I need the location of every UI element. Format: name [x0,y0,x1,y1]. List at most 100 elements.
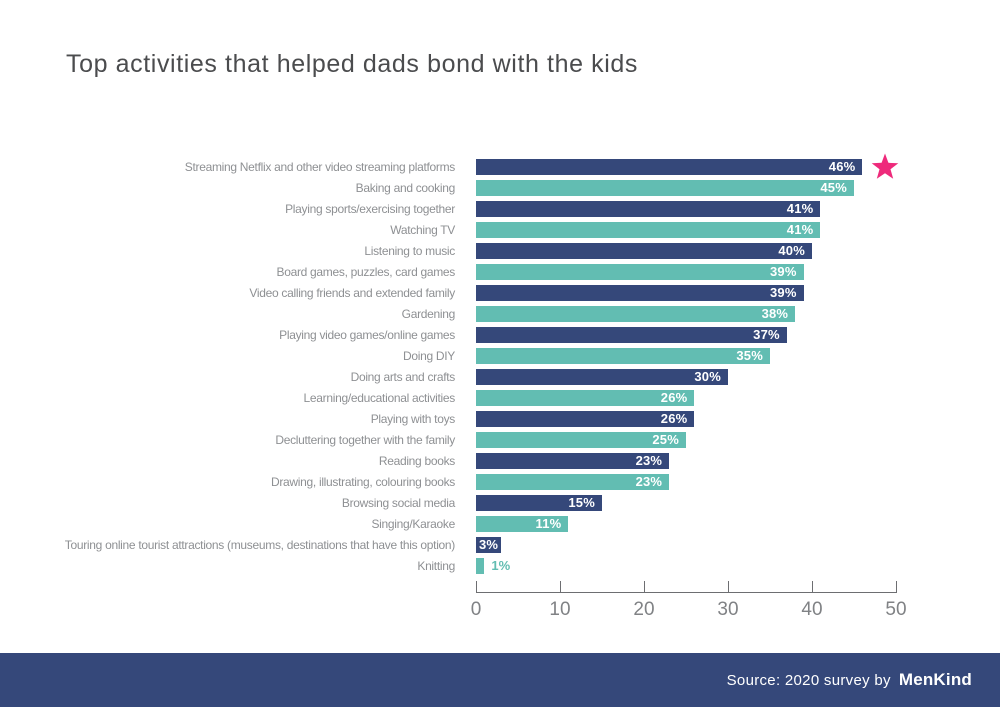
bar-value: 3% [478,537,499,552]
bar-track: 23% [476,471,1000,492]
bar-value: 41% [786,201,814,216]
bar-value: 23% [635,453,663,468]
bar: 3% [476,536,502,553]
chart-row: Watching TV 41% [0,219,1000,240]
chart-row: Decluttering together with the family 25% [0,429,1000,450]
chart-row: Doing DIY 35% [0,345,1000,366]
chart-row: Singing/Karaoke 11% [0,513,1000,534]
bar-label: Knitting [417,558,455,573]
bar: 26% [476,410,695,427]
bar: 39% [476,263,804,280]
bar: 37% [476,326,787,343]
axis-tick-label: 0 [470,599,482,620]
bar-value: 46% [828,159,856,174]
bar: 45% [476,179,854,196]
bar-value: 30% [694,369,721,384]
chart-row: Playing with toys 26% [0,408,1000,429]
chart-row: Board games, puzzles, card games 39% [0,261,1000,282]
bar-track: 23% [476,450,1000,471]
bar-value: 1% [491,558,511,573]
bar-label: Browsing social media [341,495,455,510]
chart-row: Touring online tourist attractions (muse… [0,534,1000,555]
bar-value: 41% [786,222,814,237]
bar-label: Watching TV [390,222,455,237]
bar-value: 39% [769,264,797,279]
axis-tick [644,581,645,592]
star-icon [871,153,899,180]
axis-tick-label: 40 [801,599,823,620]
bar-value: 40% [778,243,805,258]
bar-track: 1% [476,555,1000,576]
chart-row: Listening to music 40% [0,240,1000,261]
bar: 11% [476,515,569,532]
chart-row: Reading books 23% [0,450,1000,471]
bar: 35% [476,347,770,364]
bar-label: Gardening [401,306,456,321]
bar-track: 15% [476,492,1000,513]
bar: 39% [476,284,804,301]
axis-tick [812,581,813,592]
bar-value: 15% [568,495,595,510]
bar-label: Reading books [378,453,455,468]
source-text: Source: 2020 survey by [726,671,891,689]
bar-track: 25% [476,429,1000,450]
bar-track: 30% [476,366,1000,387]
bar-track: 41% [476,198,1000,219]
bar-track: 26% [476,408,1000,429]
bar-label: Playing with toys [370,411,456,426]
bar-value: 39% [769,285,797,300]
bar-track: 40% [476,240,1000,261]
axis-tick-label: 10 [549,599,571,620]
bar: 15% [476,494,602,511]
bar-track: 3% [476,534,1000,555]
bar-label: Playing video games/online games [279,327,455,342]
bar: 40% [476,242,812,259]
bar-value: 38% [761,306,789,321]
bar-track: 46% [476,153,1000,180]
bar-value: 26% [660,390,688,405]
bar-label: Doing arts and crafts [350,369,456,384]
axis-tick [476,581,477,592]
bar-label: Listening to music [364,243,455,258]
chart-title: Top activities that helped dads bond wit… [66,50,639,78]
bar-label: Decluttering together with the family [275,432,455,447]
axis-tick-label: 20 [633,599,655,620]
chart-row: Doing arts and crafts 30% [0,366,1000,387]
bar: 23% [476,473,670,490]
bar-track: 45% [476,177,1000,198]
bar-label: Drawing, illustrating, colouring books [270,474,455,489]
bar-track: 37% [476,324,1000,345]
bar: 41% [476,221,821,238]
chart-row: Knitting 1% [0,555,1000,576]
bar-value: 23% [635,474,663,489]
bar-track: 38% [476,303,1000,324]
bar-label: Playing sports/exercising together [285,201,455,216]
bar-chart: Streaming Netflix and other video stream… [0,153,1000,576]
bar: 23% [476,452,670,469]
bar-track: 39% [476,282,1000,303]
bar-label: Learning/educational activities [303,390,456,405]
axis-tick [560,581,561,592]
bar-value: 37% [753,327,780,342]
axis-tick-label: 50 [885,599,907,620]
x-axis: 0 10 20 30 40 50 [471,581,907,620]
bar-track: 26% [476,387,1000,408]
bar: 46% [476,158,863,175]
bar-track: 39% [476,261,1000,282]
chart-row: Streaming Netflix and other video stream… [0,153,1000,180]
brand-logo: MenKind [898,670,972,689]
bar-label: Video calling friends and extended famil… [249,285,455,300]
bar-track: 35% [476,345,1000,366]
chart-row: Playing video games/online games 37% [0,324,1000,345]
chart-row: Learning/educational activities 26% [0,387,1000,408]
chart-row: Drawing, illustrating, colouring books 23… [0,471,1000,492]
bar: 26% [476,389,695,406]
bar: 41% [476,200,821,217]
chart-row: Video calling friends and extended famil… [0,282,1000,303]
bar-value: 11% [535,516,562,531]
axis-tick-label: 30 [717,599,739,620]
bar-label: Singing/Karaoke [371,516,455,531]
bar [476,557,485,574]
bar-track: 41% [476,219,1000,240]
